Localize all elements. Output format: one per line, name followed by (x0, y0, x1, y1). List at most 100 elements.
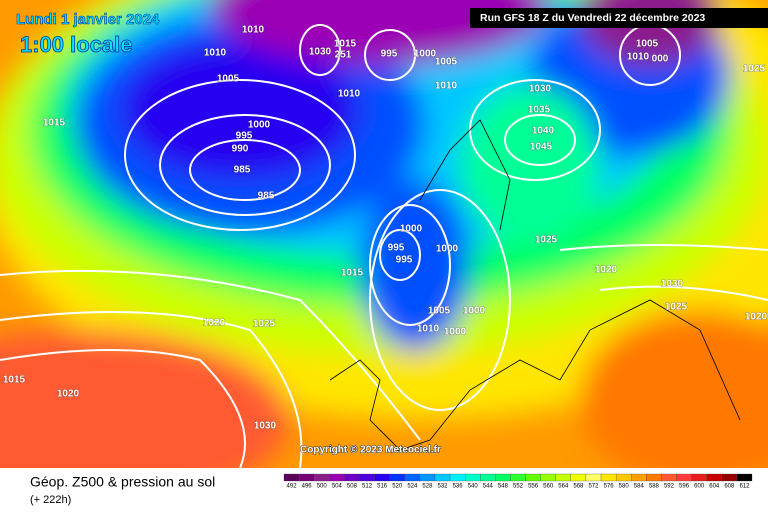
isobar-label: 1040 (532, 126, 555, 137)
isobar-label: 251 (335, 50, 352, 61)
run-box (470, 8, 768, 28)
isobar-label: 1010 (242, 25, 265, 36)
isobar-label: 1000 (248, 120, 271, 131)
legend-swatch (283, 473, 300, 482)
legend-swatch (691, 473, 707, 482)
legend-swatch (329, 473, 345, 482)
legend-swatch (676, 473, 692, 482)
legend-value: 604 (709, 484, 720, 490)
legend-swatch (525, 473, 541, 482)
legend-swatch (374, 473, 390, 482)
legend-swatch (585, 473, 602, 482)
isobar-label: 1000 (436, 244, 459, 255)
legend-value: 492 (287, 484, 298, 490)
legend-value: 548 (498, 484, 509, 490)
legend-value: 524 (407, 484, 418, 490)
legend-swatch (706, 473, 722, 482)
isobar-label: 1030 (254, 421, 277, 432)
legend-value: 584 (634, 484, 645, 490)
isobar-label: 1010 (204, 48, 227, 59)
legend-swatch (631, 473, 647, 482)
legend-swatch (434, 473, 451, 482)
legend-value: 564 (558, 484, 569, 490)
legend-swatch (615, 473, 632, 482)
isobar-label: 995 (388, 243, 405, 254)
isobar-label: 1025 (743, 64, 766, 75)
isobar-label: 1000 (400, 224, 423, 235)
legend-swatch (570, 473, 587, 482)
date-label: Lundi 1 janvier 2024 (16, 11, 160, 28)
isobar-label: 1010 (435, 81, 458, 92)
legend-swatch (298, 473, 315, 482)
isobar-label: 1010 (627, 52, 650, 63)
isobar-label: 1025 (535, 235, 558, 246)
legend-value: 592 (664, 484, 675, 490)
isobar-label: 990 (232, 144, 249, 155)
isobar-label: 1015 (43, 118, 66, 129)
legend-value: 500 (317, 484, 328, 490)
isobar-label: 1015 (3, 375, 26, 386)
legend-value: 544 (483, 484, 494, 490)
run-label: Run GFS 18 Z du Vendredi 22 décembre 202… (480, 12, 705, 24)
isobar-label: 1000 (463, 306, 486, 317)
legend-value: 560 (543, 484, 554, 490)
legend-value: 504 (332, 484, 343, 490)
isobar-label: 1005 (428, 306, 451, 317)
legend-value: 540 (468, 484, 479, 490)
legend-swatch (721, 473, 738, 482)
legend-value: 612 (739, 484, 750, 490)
isobar-label: 985 (234, 165, 251, 176)
isobar-label: 1005 (435, 57, 458, 68)
legend-swatch (389, 473, 405, 482)
isobar-label: 1010 (338, 89, 361, 100)
legend-swatch (600, 473, 617, 482)
isobar-label: 1005 (636, 39, 659, 50)
legend-value: 496 (302, 484, 313, 490)
isobar-label: 1030 (661, 279, 684, 290)
footer-title: Géop. Z500 & pression au sol (30, 474, 215, 490)
legend-value: 576 (604, 484, 615, 490)
legend-value: 552 (513, 484, 524, 490)
coastlines (329, 119, 741, 451)
legend-swatch (555, 473, 571, 482)
legend-value: 512 (362, 484, 373, 490)
legend-swatch (344, 473, 360, 482)
isobar-label: 1010 (417, 324, 440, 335)
legend-value: 528 (422, 484, 433, 490)
isobar-label: 1020 (203, 318, 226, 329)
legend-value: 600 (694, 484, 705, 490)
legend-swatch (449, 473, 466, 482)
isobar-label: 995 (381, 49, 398, 60)
isobar-label: 1020 (745, 312, 768, 323)
isobar-label: 1000 (444, 327, 467, 338)
legend-value: 556 (528, 484, 539, 490)
legend-swatch (495, 473, 511, 482)
isobar-label: 1030 (529, 84, 552, 95)
legend-value: 520 (392, 484, 403, 490)
footer-lead: (+ 222h) (30, 494, 71, 506)
copyright: Copyright © 2023 Meteociel.fr (300, 445, 441, 456)
isobar-label: 1015 (341, 268, 364, 279)
legend-swatch (404, 473, 421, 482)
legend-swatch (540, 473, 556, 482)
legend-value: 532 (438, 484, 449, 490)
isobar-label: 000 (652, 54, 669, 65)
isobar-label: 1045 (530, 142, 553, 153)
legend-value: 536 (453, 484, 464, 490)
legend-value: 608 (724, 484, 735, 490)
legend-swatch (510, 473, 526, 482)
legend-value: 572 (588, 484, 599, 490)
isobar-label: 1005 (217, 74, 240, 85)
isobar-label: 1030 (309, 47, 332, 58)
isobar-label: 1025 (665, 302, 688, 313)
legend-value: 568 (573, 484, 584, 490)
isobar-label: 995 (236, 131, 253, 142)
legend-value: 508 (347, 484, 358, 490)
legend-swatch (480, 473, 496, 482)
legend-swatch (314, 473, 330, 482)
legend-value: 596 (679, 484, 690, 490)
isobar-label: 1025 (253, 319, 276, 330)
legend-swatch (419, 473, 436, 482)
